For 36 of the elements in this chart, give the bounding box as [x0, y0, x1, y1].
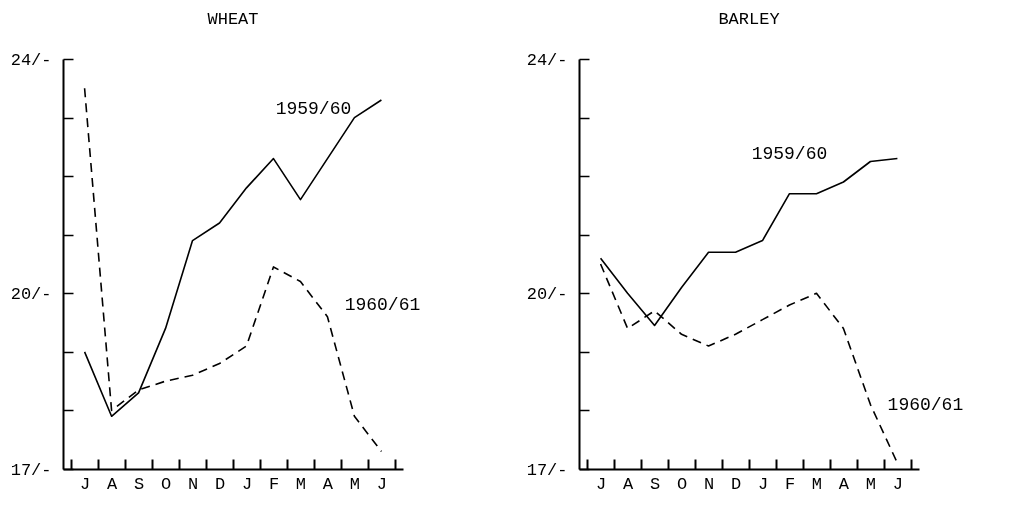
x-tick-label: J: [595, 474, 607, 494]
y-tick-label: 17/-: [526, 460, 568, 480]
series-label: 1959/60: [751, 143, 828, 164]
x-tick-label: J: [892, 474, 904, 494]
x-tick-label: F: [784, 474, 796, 494]
x-tick-label: A: [322, 474, 334, 494]
x-tick-label: M: [811, 474, 823, 494]
y-tick-label: 24/-: [10, 50, 52, 70]
series-label: 1960/61: [344, 294, 421, 315]
series-label: 1960/61: [887, 394, 964, 415]
x-tick-label: A: [106, 474, 118, 494]
x-tick-label: F: [268, 474, 280, 494]
x-tick-label: S: [649, 474, 661, 494]
x-tick-label: D: [730, 474, 742, 494]
x-tick-label: J: [241, 474, 253, 494]
x-tick-label: J: [757, 474, 769, 494]
x-tick-label: A: [622, 474, 634, 494]
x-tick-label: J: [376, 474, 388, 494]
y-tick-label: 17/-: [10, 460, 52, 480]
x-tick-label: S: [133, 474, 145, 494]
x-tick-label: A: [838, 474, 850, 494]
chart-title: WHEAT: [207, 10, 259, 29]
chart-title: BARLEY: [718, 10, 780, 29]
y-tick-label: 24/-: [526, 50, 568, 70]
y-tick-label: 20/-: [10, 284, 52, 304]
x-tick-label: O: [160, 474, 172, 494]
y-tick-label: 20/-: [526, 284, 568, 304]
series-label: 1959/60: [275, 98, 352, 119]
x-tick-label: J: [79, 474, 91, 494]
x-tick-label: N: [187, 474, 199, 494]
x-tick-label: N: [703, 474, 715, 494]
x-tick-label: D: [214, 474, 226, 494]
x-tick-label: O: [676, 474, 688, 494]
x-tick-label: M: [865, 474, 877, 494]
x-tick-label: M: [349, 474, 361, 494]
x-tick-label: M: [295, 474, 307, 494]
